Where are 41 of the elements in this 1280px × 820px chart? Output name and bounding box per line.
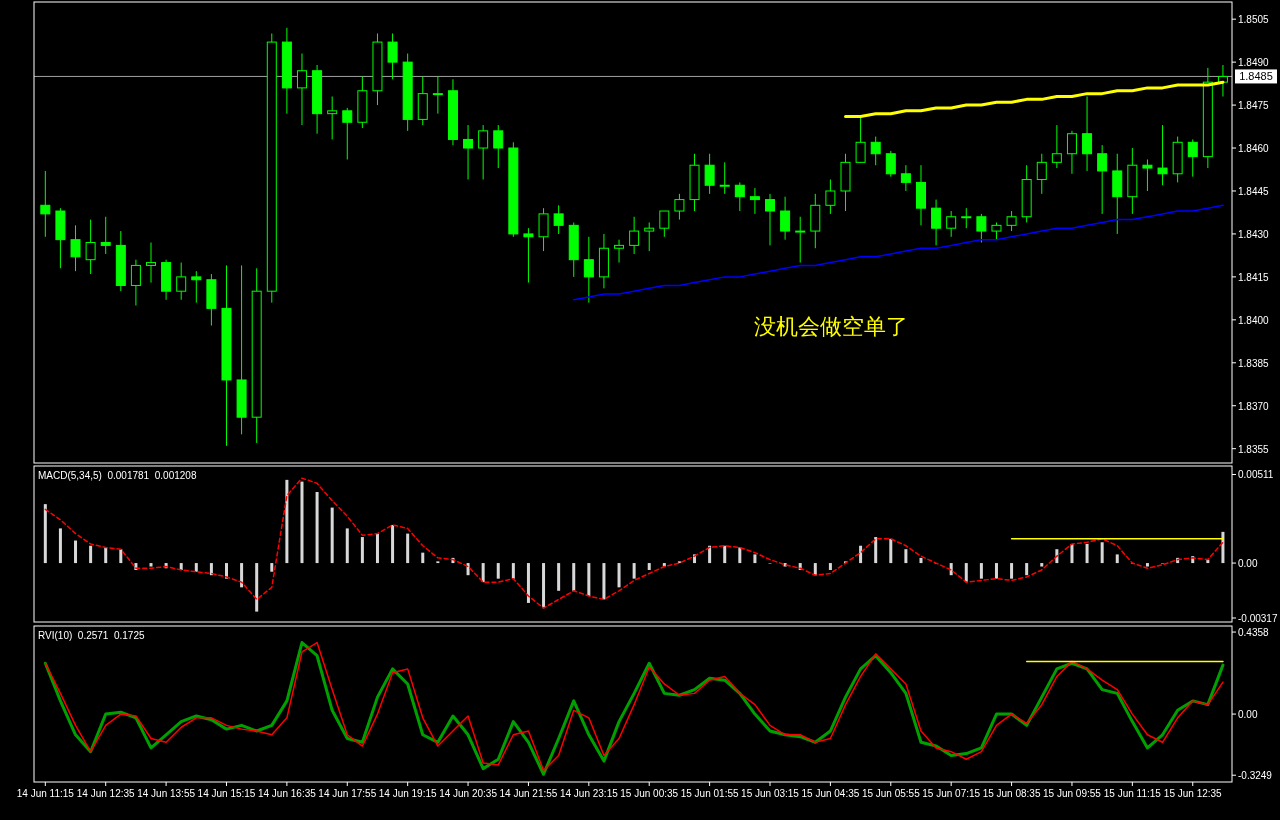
y-tick-label: 1.8415 [1238, 271, 1270, 283]
x-tick-label: 15 Jun 05:55 [861, 788, 921, 799]
x-tick-label: 15 Jun 08:35 [982, 788, 1041, 799]
x-tick-label: 14 Jun 20:35 [439, 788, 498, 799]
x-tick-label: 15 Jun 01:55 [680, 788, 739, 799]
x-tick-label: 14 Jun 13:55 [137, 788, 196, 799]
x-tick-label: 15 Jun 12:35 [1163, 788, 1223, 799]
x-tick-label: 14 Jun 23:15 [559, 788, 619, 799]
x-tick-label: 14 Jun 16:35 [257, 788, 317, 799]
x-tick-label: 15 Jun 04:35 [801, 788, 860, 799]
y-tick-label: -0.00317 [1238, 613, 1278, 625]
x-tick-label: 14 Jun 12:35 [76, 788, 136, 799]
chart-title: RVI(10) 0.2571 0.1725 [38, 630, 145, 641]
y-tick-label: 1.8490 [1238, 57, 1270, 69]
y-tick-label: 1.8460 [1238, 143, 1270, 155]
y-tick-label: 0.00511 [1238, 469, 1274, 481]
ref-line-label: 1.8485 [1239, 70, 1273, 83]
y-tick-label: 0.00 [1238, 709, 1258, 721]
x-tick-label: 15 Jun 00:35 [620, 788, 679, 799]
y-tick-label: 1.8430 [1238, 228, 1270, 240]
x-tick-label: 15 Jun 09:55 [1043, 788, 1102, 799]
x-tick-label: 14 Jun 21:55 [499, 788, 558, 799]
y-tick-label: -0.3249 [1238, 770, 1273, 782]
x-tick-label: 15 Jun 03:15 [741, 788, 800, 799]
x-tick-label: 15 Jun 07:15 [922, 788, 981, 799]
x-tick-label: 14 Jun 15:15 [197, 788, 256, 799]
y-tick-label: 1.8475 [1238, 100, 1270, 112]
x-tick-label: 14 Jun 11:15 [16, 788, 75, 799]
chart-title: MACD(5,34,5) 0.001781 0.001208 [38, 470, 197, 481]
x-tick-label: 14 Jun 19:15 [378, 788, 438, 799]
annotation: 没机会做空单了 [753, 313, 908, 339]
y-tick-label: 1.8400 [1238, 314, 1270, 326]
x-tick-label: 14 Jun 17:55 [318, 788, 377, 799]
x-tick-label: 15 Jun 11:15 [1103, 788, 1162, 799]
y-tick-label: 0.4358 [1238, 627, 1270, 639]
y-tick-label: 1.8385 [1238, 357, 1270, 369]
y-tick-label: 1.8445 [1238, 185, 1270, 197]
y-tick-label: 1.8505 [1238, 14, 1270, 26]
y-tick-label: 0.00 [1238, 558, 1258, 570]
y-tick-label: 1.8370 [1238, 400, 1270, 412]
y-tick-label: 1.8355 [1238, 443, 1270, 455]
